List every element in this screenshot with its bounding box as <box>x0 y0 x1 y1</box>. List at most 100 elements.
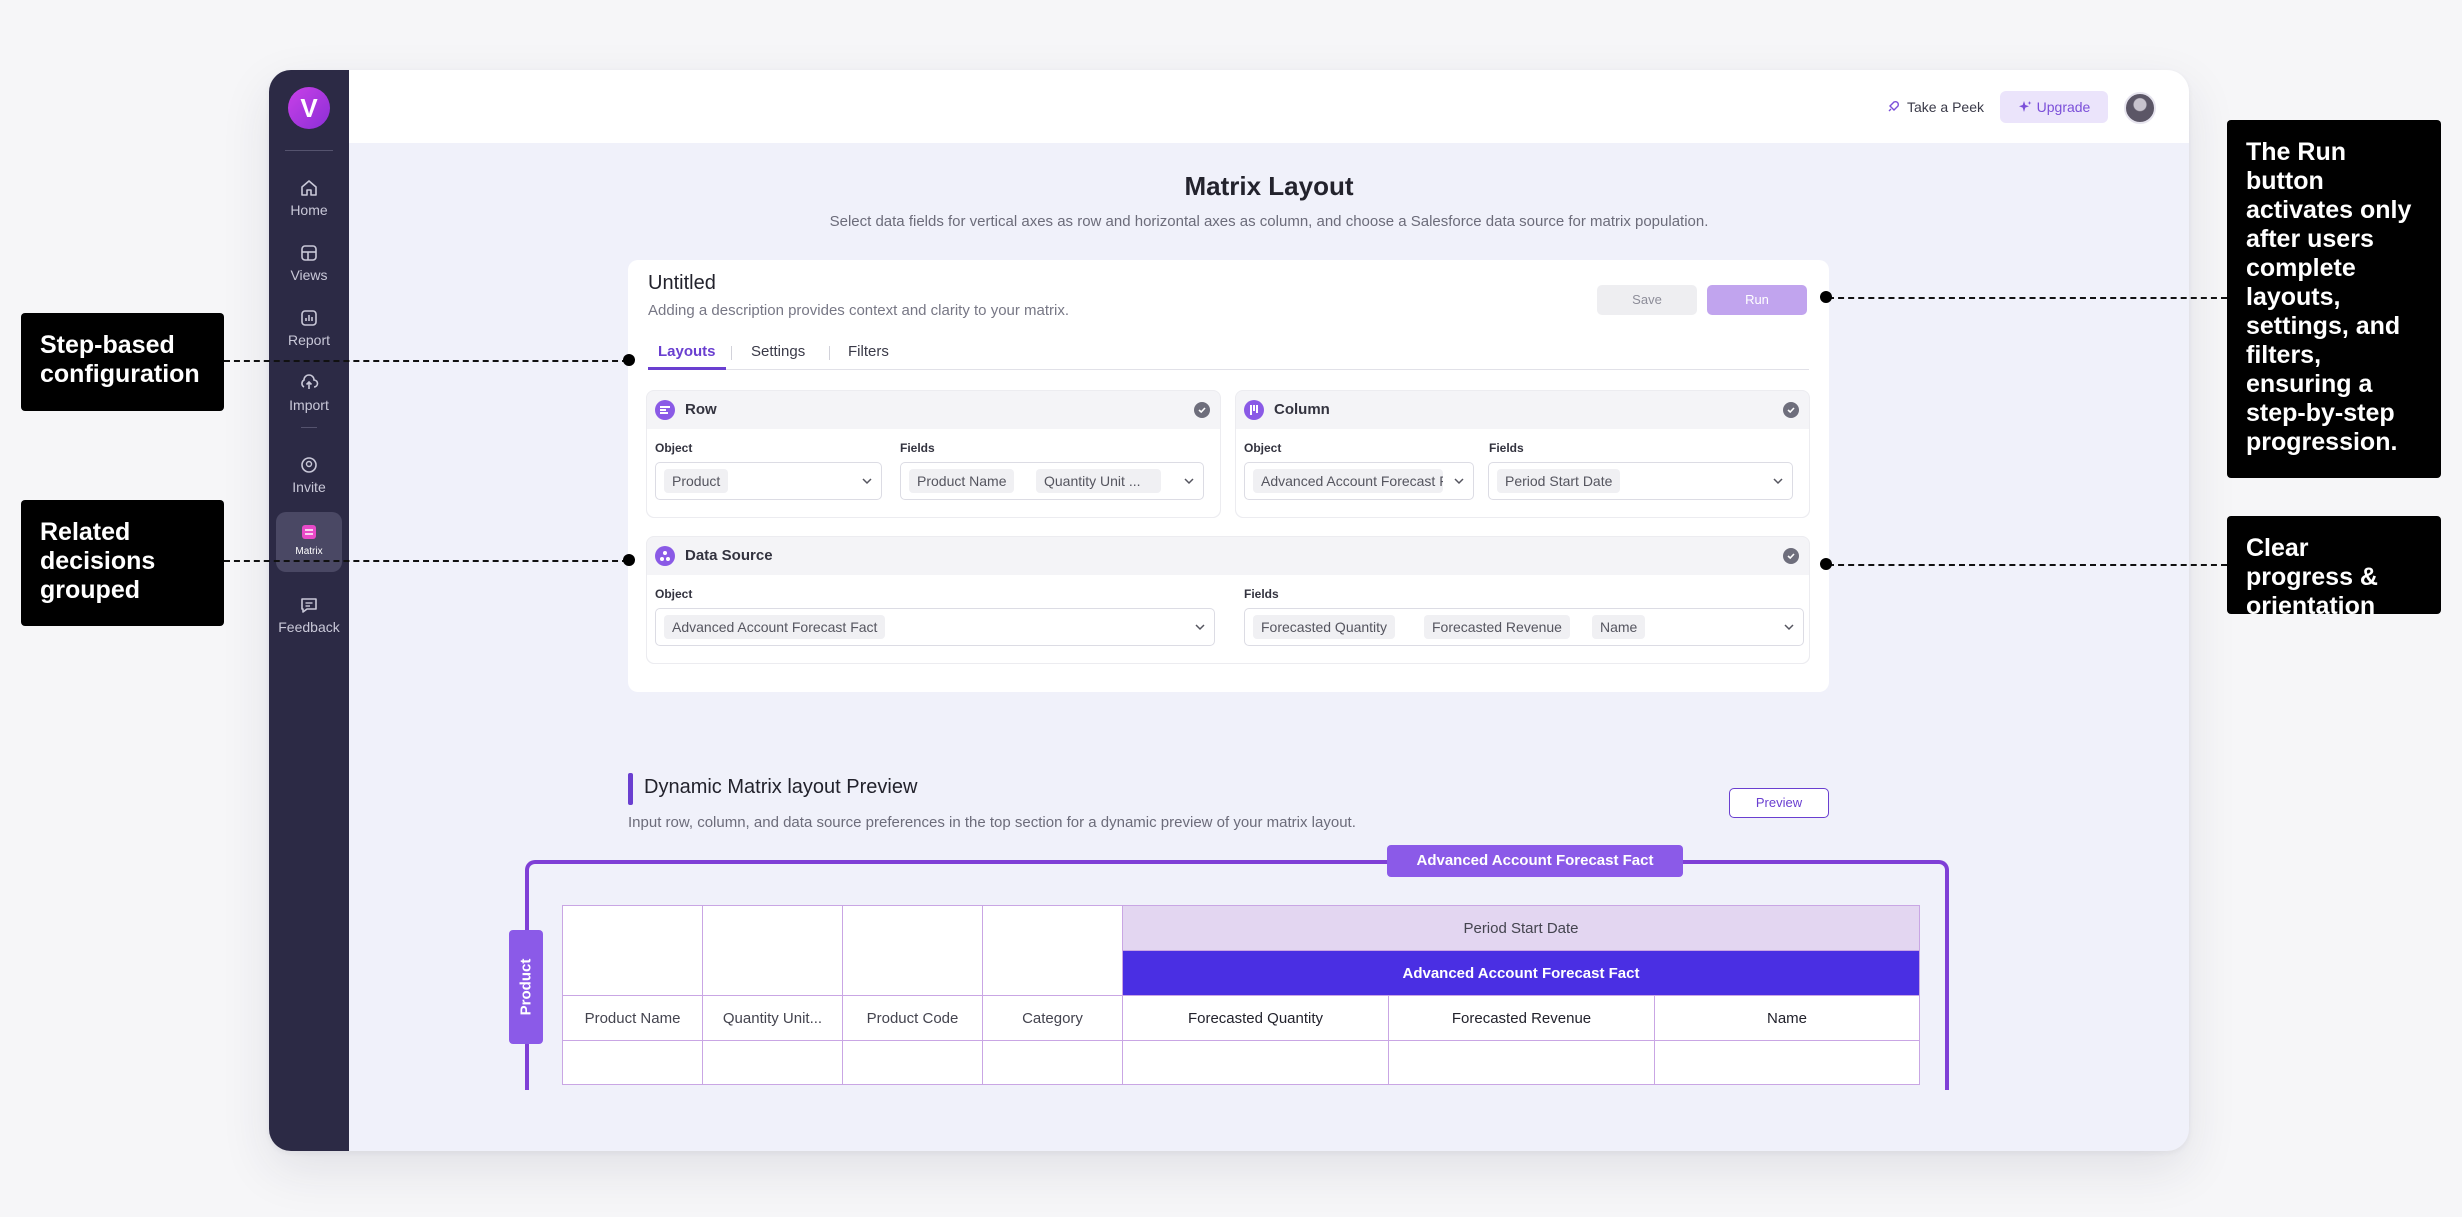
object-label: Object <box>655 441 693 455</box>
annotation-connector <box>224 560 628 562</box>
tab-settings[interactable]: Settings <box>751 343 806 360</box>
column-panel-body: Object act Advanced Account Forecast Fac… <box>1236 429 1809 517</box>
data-source-fields-select[interactable]: Forecasted Quantity Forecasted Revenue N… <box>1244 608 1804 646</box>
data-source-panel: Data Source Object Advanced Account Fore… <box>646 536 1810 664</box>
data-source-panel-header[interactable]: Data Source <box>647 537 1809 575</box>
row-field-header: Product Name <box>562 995 703 1041</box>
sidebar-item-invite[interactable]: Invite <box>276 445 342 505</box>
sidebar-item-import[interactable]: Import <box>276 363 342 423</box>
sidebar-item-label: Feedback <box>278 619 340 635</box>
annotation-dot <box>1820 291 1832 303</box>
check-circle-icon <box>1194 402 1210 418</box>
data-source-header-cell: Advanced Account Forecast Fact <box>1122 950 1920 996</box>
data-source-panel-title: Data Source <box>685 547 773 564</box>
column-fields-select[interactable]: Period Start Date <box>1488 462 1793 500</box>
column-panel-header[interactable]: Column <box>1236 391 1809 429</box>
annotation-progress: Clear progress & orientation <box>2227 516 2441 620</box>
field-chip: Forecasted Revenue <box>1424 615 1570 639</box>
matrix-empty-cell <box>702 905 843 996</box>
data-source-object-select[interactable]: Advanced Account Forecast Fact <box>655 608 1215 646</box>
sidebar-item-matrix[interactable]: Matrix <box>276 512 342 572</box>
views-icon <box>301 245 317 261</box>
matrix-title[interactable]: Untitled <box>648 272 716 294</box>
matrix-data-cell <box>1654 1040 1920 1085</box>
sidebar-item-label: Report <box>287 332 331 348</box>
column-panel: Column Object act Advanced Account Forec… <box>1235 390 1810 518</box>
field-chip: Name <box>1592 615 1646 639</box>
row-panel-header[interactable]: Row <box>647 391 1220 429</box>
take-a-peek-label: Take a Peek <box>1906 99 1984 115</box>
upgrade-button[interactable]: Upgrade <box>2000 91 2108 123</box>
run-button[interactable]: Run <box>1707 285 1807 315</box>
sidebar-item-feedback[interactable]: Feedback <box>276 585 342 645</box>
matrix-empty-cell <box>982 905 1123 996</box>
annotation-connector <box>224 360 628 362</box>
app-logo[interactable]: V <box>288 87 330 129</box>
save-button[interactable]: Save <box>1597 285 1697 315</box>
sparkle-icon <box>2018 101 2032 112</box>
sidebar-item-report[interactable]: Report <box>276 298 342 358</box>
matrix-description[interactable]: Adding a description provides context an… <box>648 302 1070 319</box>
sidebar-divider <box>301 427 317 428</box>
value-field-header: Forecasted Quantity <box>1122 995 1389 1041</box>
matrix-empty-cell <box>842 905 983 996</box>
row-field-header: Category <box>982 995 1123 1041</box>
value-field-header: Name <box>1654 995 1920 1041</box>
row-fields-select[interactable]: Product Name Quantity Unit ... <box>900 462 1204 500</box>
matrix-data-cell <box>842 1040 983 1085</box>
row-object-chip: Product <box>664 469 729 493</box>
field-chip: Forecasted Quantity <box>1253 615 1396 639</box>
preview-subtitle: Input row, column, and data source prefe… <box>628 814 1356 831</box>
row-panel: Row Object Product Fields Product Name Q… <box>646 390 1221 518</box>
data-source-badge: Advanced Account Forecast Fact <box>1387 845 1683 877</box>
sidebar-item-home[interactable]: Home <box>276 168 342 228</box>
sidebar-item-views[interactable]: Views <box>276 233 342 293</box>
annotation-step-based: Step-based configuration <box>21 313 224 411</box>
matrix-data-cell <box>1388 1040 1655 1085</box>
matrix-data-cell <box>562 1040 703 1085</box>
tab-divider <box>731 346 732 360</box>
fields-label: Fields <box>900 441 935 455</box>
chevron-down-icon <box>1773 478 1783 485</box>
matrix-icon <box>302 525 316 539</box>
column-icon <box>1244 400 1264 420</box>
object-label: Object <box>655 587 693 601</box>
preview-title: Dynamic Matrix layout Preview <box>644 776 918 798</box>
chevron-down-icon <box>1454 478 1464 485</box>
sidebar-item-label: Matrix <box>295 546 323 557</box>
data-source-object-chip: Advanced Account Forecast Fact <box>664 615 886 639</box>
row-object-badge: Product <box>509 930 543 1044</box>
chevron-down-icon <box>1195 624 1205 631</box>
matrix-data-cell <box>982 1040 1123 1085</box>
fields-label: Fields <box>1244 587 1279 601</box>
matrix-data-cell <box>1122 1040 1389 1085</box>
preview-button[interactable]: Preview <box>1729 788 1829 818</box>
matrix-data-cell <box>702 1040 843 1085</box>
rocket-icon <box>1888 101 1899 112</box>
row-field-header: Quantity Unit... <box>702 995 843 1041</box>
row-object-select[interactable]: Product <box>655 462 882 500</box>
top-bar: Take a Peek Upgrade <box>349 70 2189 143</box>
column-object-chip: Advanced Account Forecast Fact <box>1253 469 1443 493</box>
object-label: Object <box>1244 441 1282 455</box>
field-chip: Period Start Date <box>1497 469 1621 493</box>
page-title: Matrix Layout <box>1184 171 1354 201</box>
import-icon <box>301 374 319 389</box>
fields-label: Fields <box>1489 441 1524 455</box>
matrix-empty-cell <box>562 905 703 996</box>
annotation-dot <box>1820 558 1832 570</box>
tab-layouts[interactable]: Layouts <box>648 340 726 370</box>
row-object-badge-label: Product <box>517 958 535 1016</box>
sidebar-item-label: Invite <box>292 479 326 495</box>
field-chip: Product Name <box>909 469 1015 493</box>
row-field-header: Product Code <box>842 995 983 1041</box>
check-circle-icon <box>1783 402 1799 418</box>
column-object-select[interactable]: Advanced Account Forecast Fact <box>1244 462 1474 500</box>
matrix-editor-card: Untitled Adding a description provides c… <box>628 260 1829 692</box>
invite-icon <box>301 457 317 473</box>
annotation-connector <box>1828 564 2227 566</box>
take-a-peek-link[interactable]: Take a Peek <box>1885 94 1984 120</box>
avatar[interactable] <box>2124 92 2156 124</box>
sidebar-item-label: Views <box>290 267 328 283</box>
tab-filters[interactable]: Filters <box>848 343 889 360</box>
